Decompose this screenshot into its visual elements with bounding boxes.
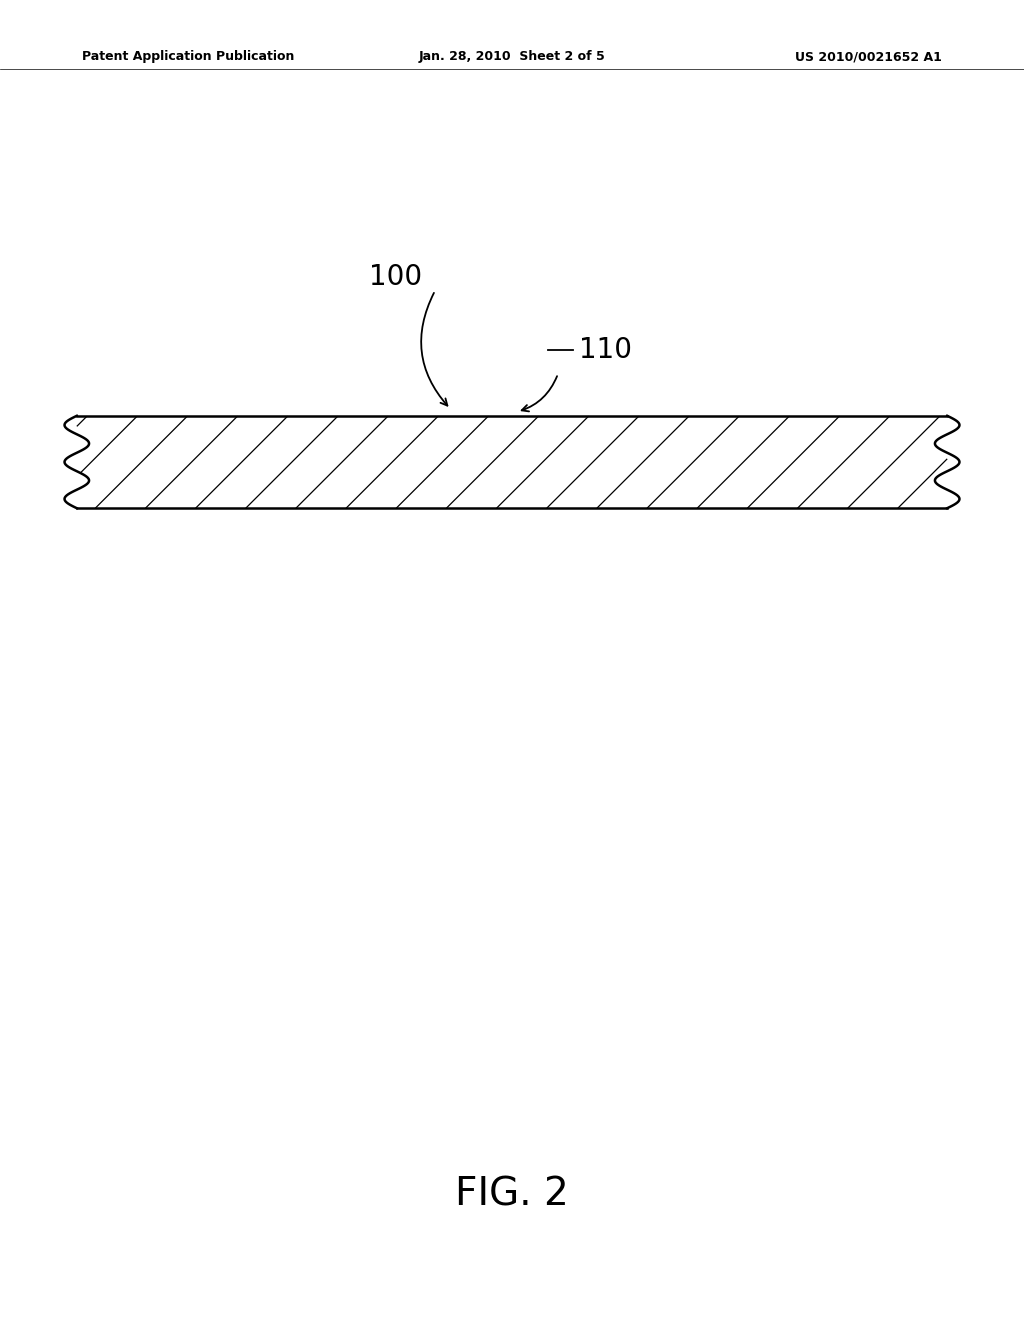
Text: 110: 110 — [579, 335, 632, 364]
Polygon shape — [65, 416, 959, 508]
Text: FIG. 2: FIG. 2 — [455, 1176, 569, 1213]
Text: 100: 100 — [369, 263, 422, 292]
Text: Jan. 28, 2010  Sheet 2 of 5: Jan. 28, 2010 Sheet 2 of 5 — [419, 50, 605, 63]
Text: Patent Application Publication: Patent Application Publication — [82, 50, 294, 63]
Text: US 2010/0021652 A1: US 2010/0021652 A1 — [796, 50, 942, 63]
